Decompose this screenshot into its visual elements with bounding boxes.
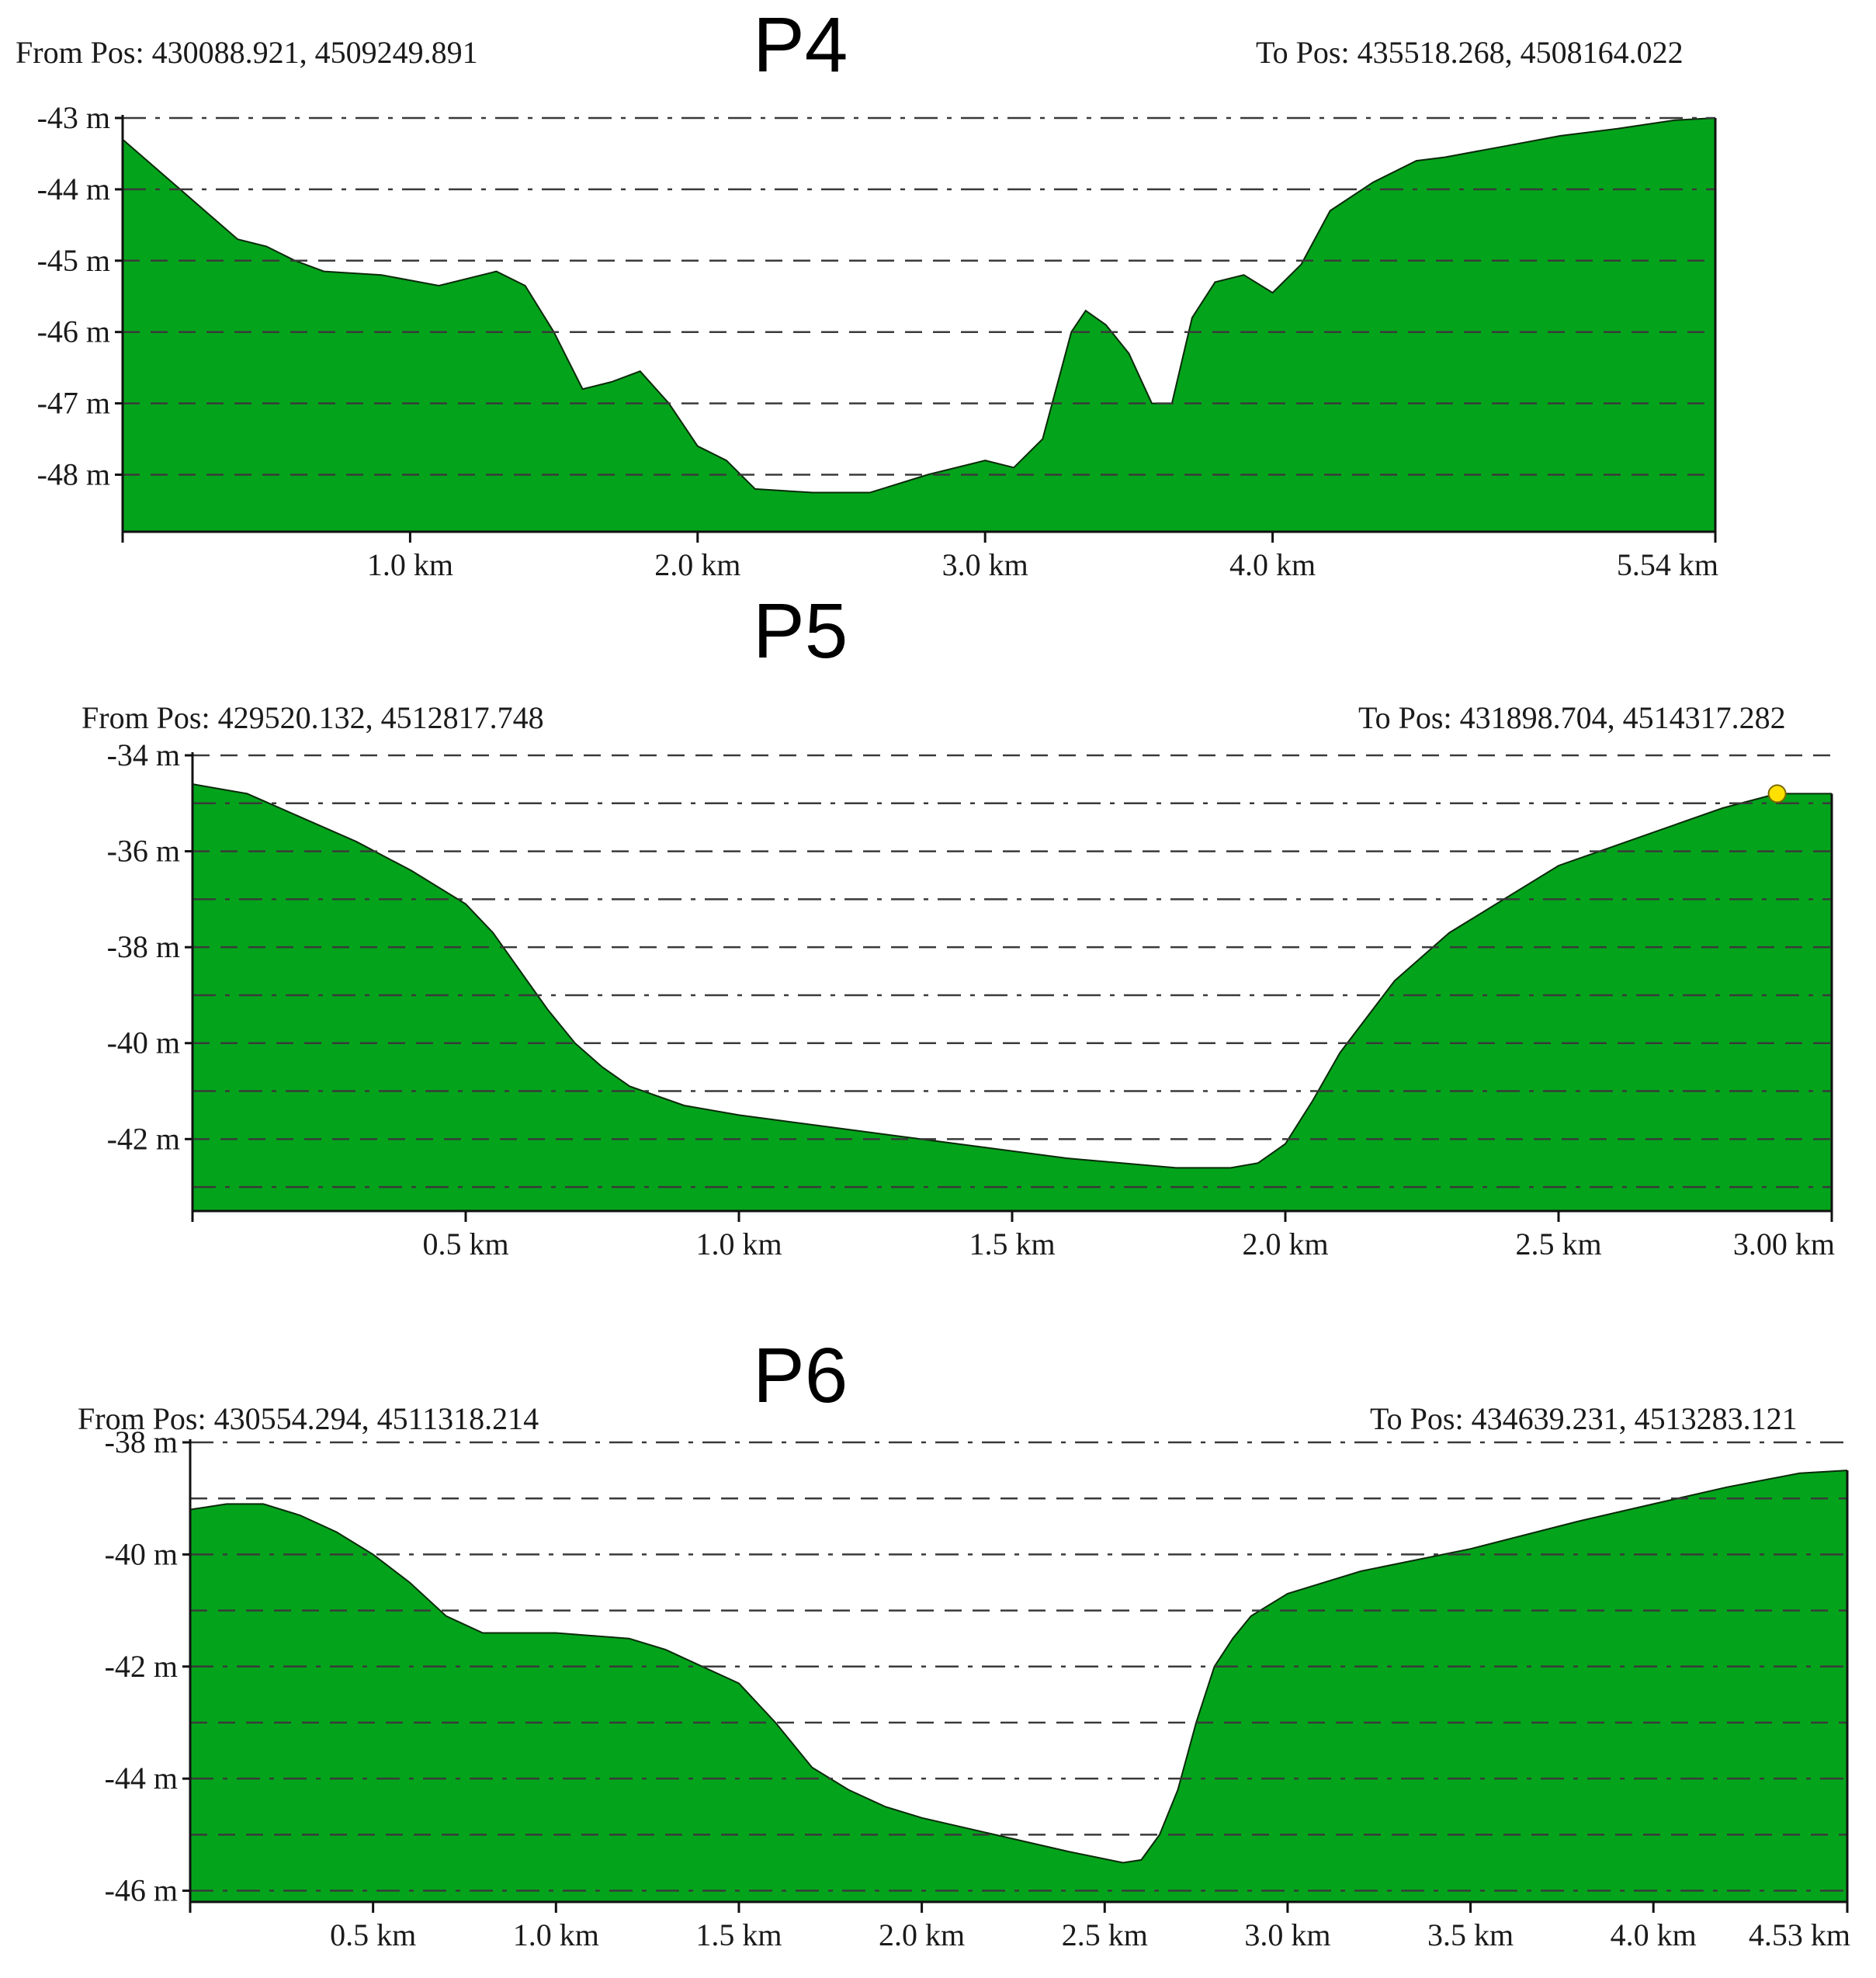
from-position: From Pos: 430088.921, 4509249.891 [16, 35, 478, 70]
y-tick-label: -40 m [105, 1536, 178, 1571]
x-tick-label: 1.5 km [695, 1917, 782, 1952]
x-tick-label: 2.5 km [1062, 1917, 1148, 1952]
x-tick-label: 2.0 km [879, 1917, 965, 1952]
y-tick-label: -38 m [105, 1425, 178, 1459]
profile-chart-p5: P5 From Pos: 429520.132, 4512817.748 To … [0, 590, 1876, 1289]
profile-area [192, 784, 1832, 1211]
x-tick-label: 1.0 km [695, 1227, 782, 1261]
y-tick-label: -40 m [107, 1025, 180, 1060]
profile-chart-p6: P6 From Pos: 430554.294, 4511318.214 To … [0, 1289, 1876, 1978]
y-tick-label: -48 m [37, 456, 110, 491]
profile-plot: -38 m -40 m -42 m -44 m -46 m 0.5 km 1.0 km 1.5… [105, 1425, 1850, 1952]
x-tick-label: 0.5 km [330, 1917, 416, 1952]
y-tick-label: -44 m [37, 172, 110, 206]
y-tick-label: -47 m [37, 386, 110, 421]
profile-outline [192, 783, 1832, 1169]
position-marker [1767, 784, 1787, 803]
y-tick-label: -46 m [105, 1873, 178, 1908]
x-tick-label: 2.5 km [1515, 1227, 1601, 1261]
chart-title: P5 [753, 588, 848, 675]
x-tick-label: 4.0 km [1611, 1917, 1697, 1952]
y-tick-label: -38 m [107, 929, 180, 964]
y-tick-label: -45 m [37, 243, 110, 278]
y-tick-label: -34 m [107, 737, 180, 772]
profile-outline [122, 117, 1716, 494]
x-tick-label: 3.5 km [1427, 1917, 1514, 1952]
to-position: To Pos: 434639.231, 4513283.121 [1370, 1401, 1798, 1436]
y-tick-label: -36 m [107, 834, 180, 869]
x-tick-label: 1.5 km [969, 1227, 1055, 1261]
x-tick-label: 5.54 km [1617, 547, 1718, 582]
x-tick-label: 3.00 km [1733, 1227, 1835, 1261]
y-tick-label: -44 m [105, 1761, 178, 1796]
y-tick-label: -42 m [105, 1649, 178, 1684]
profile-chart-p4: P4 From Pos: 430088.921, 4509249.891 To … [0, 0, 1876, 590]
profile-area [190, 1470, 1847, 1902]
y-tick-label: -46 m [37, 314, 110, 349]
profile-plot: -34 m -36 m -38 m -40 m -42 m 0.5 km 1.0 km 1.5… [107, 737, 1835, 1261]
y-tick-label: -42 m [107, 1121, 180, 1156]
chart-title: P4 [753, 2, 848, 88]
to-position: To Pos: 431898.704, 4514317.282 [1358, 700, 1786, 735]
y-tick-label: -43 m [37, 100, 110, 135]
x-tick-label: 4.53 km [1749, 1917, 1850, 1952]
x-tick-label: 4.0 km [1229, 547, 1316, 582]
x-tick-label: 3.0 km [942, 547, 1028, 582]
x-tick-label: 1.0 km [367, 547, 453, 582]
x-tick-label: 0.5 km [422, 1227, 508, 1261]
x-tick-label: 2.0 km [1242, 1227, 1328, 1261]
from-position: From Pos: 430554.294, 4511318.214 [78, 1401, 539, 1436]
x-tick-label: 2.0 km [654, 547, 740, 582]
profile-plot: -43 m -44 m -45 m -46 m -47 m -48 m 1.0 km 2.0 … [37, 100, 1718, 582]
from-position: From Pos: 429520.132, 4512817.748 [81, 700, 544, 735]
chart-title: P6 [753, 1332, 848, 1419]
profile-area [123, 118, 1715, 532]
x-tick-label: 3.0 km [1244, 1917, 1330, 1952]
to-position: To Pos: 435518.268, 4508164.022 [1256, 35, 1684, 70]
profile-outline [189, 1470, 1848, 1864]
x-tick-label: 1.0 km [513, 1917, 599, 1952]
